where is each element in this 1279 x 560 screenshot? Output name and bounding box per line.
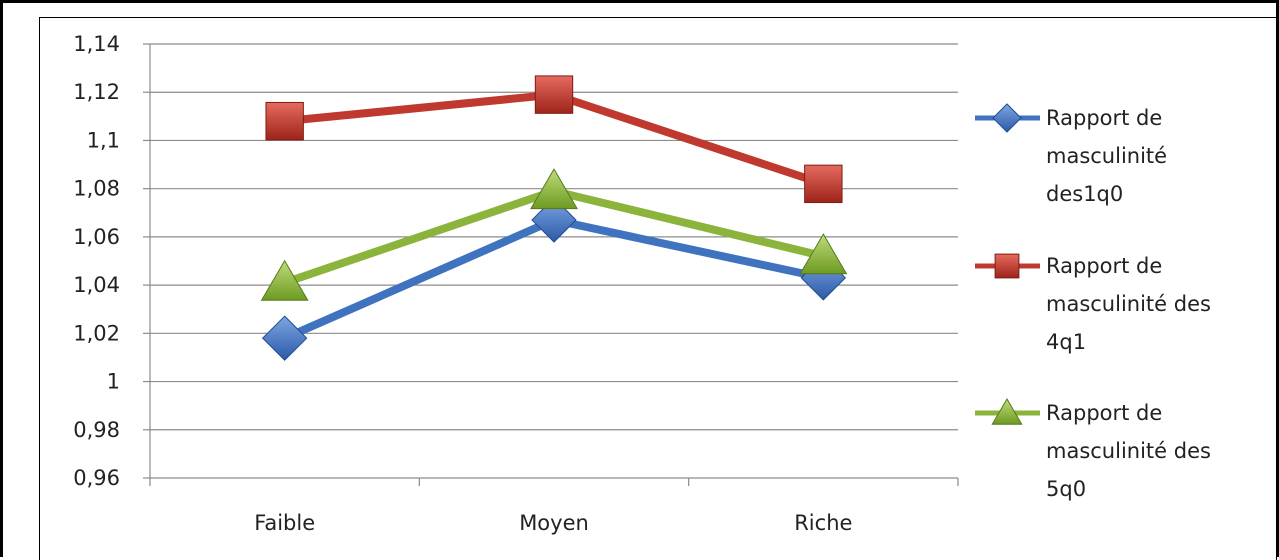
legend-marker-diamond (992, 103, 1022, 133)
legend-label: 4q1 (1046, 330, 1086, 354)
y-tick-label: 0,98 (73, 418, 120, 442)
legend-label: des1q0 (1046, 182, 1123, 206)
data-point-square (265, 101, 304, 141)
legend: Rapport de masculinité des1q0 Rapport de mas… (975, 103, 1211, 501)
legend-label: 5q0 (1046, 477, 1086, 501)
data-point-square (534, 75, 574, 114)
axes (143, 43, 959, 486)
data-point-square (804, 164, 843, 204)
y-tick-label: 1,08 (73, 177, 120, 201)
data-point-triangle (260, 259, 309, 301)
data-point-triangle (530, 168, 578, 210)
x-axis-ticks: Faible Moyen Riche (254, 511, 852, 535)
legend-label: masculinité des (1046, 292, 1211, 316)
legend-label: masculinité des (1046, 439, 1211, 463)
y-tick-label: 1 (107, 370, 120, 394)
x-tick-label: Moyen (519, 511, 589, 535)
data-point-diamond (261, 315, 308, 361)
legend-label: masculinité (1046, 144, 1167, 168)
y-axis-ticks: 1,14 1,12 1,1 1,08 1,06 1,04 1,02 1 0,98 0,96 (73, 32, 120, 490)
y-tick-label: 0,96 (73, 466, 120, 490)
chart-area-border (39, 17, 1277, 560)
y-tick-label: 1,06 (73, 225, 120, 249)
data-point-triangle (799, 233, 848, 275)
legend-marker-square (994, 253, 1020, 279)
x-tick-label: Riche (794, 511, 852, 535)
y-tick-label: 1,12 (73, 80, 120, 104)
legend-label: Rapport de (1046, 254, 1162, 278)
legend-label: Rapport de (1046, 401, 1162, 425)
legend-label: Rapport de (1046, 106, 1162, 130)
y-tick-label: 1,04 (73, 273, 120, 297)
y-tick-label: 1,1 (87, 128, 120, 152)
legend-marker-triangle (991, 398, 1023, 425)
y-tick-label: 1,02 (73, 321, 120, 345)
x-tick-label: Faible (254, 511, 315, 535)
y-tick-label: 1,14 (73, 32, 120, 56)
series-group (260, 75, 848, 361)
